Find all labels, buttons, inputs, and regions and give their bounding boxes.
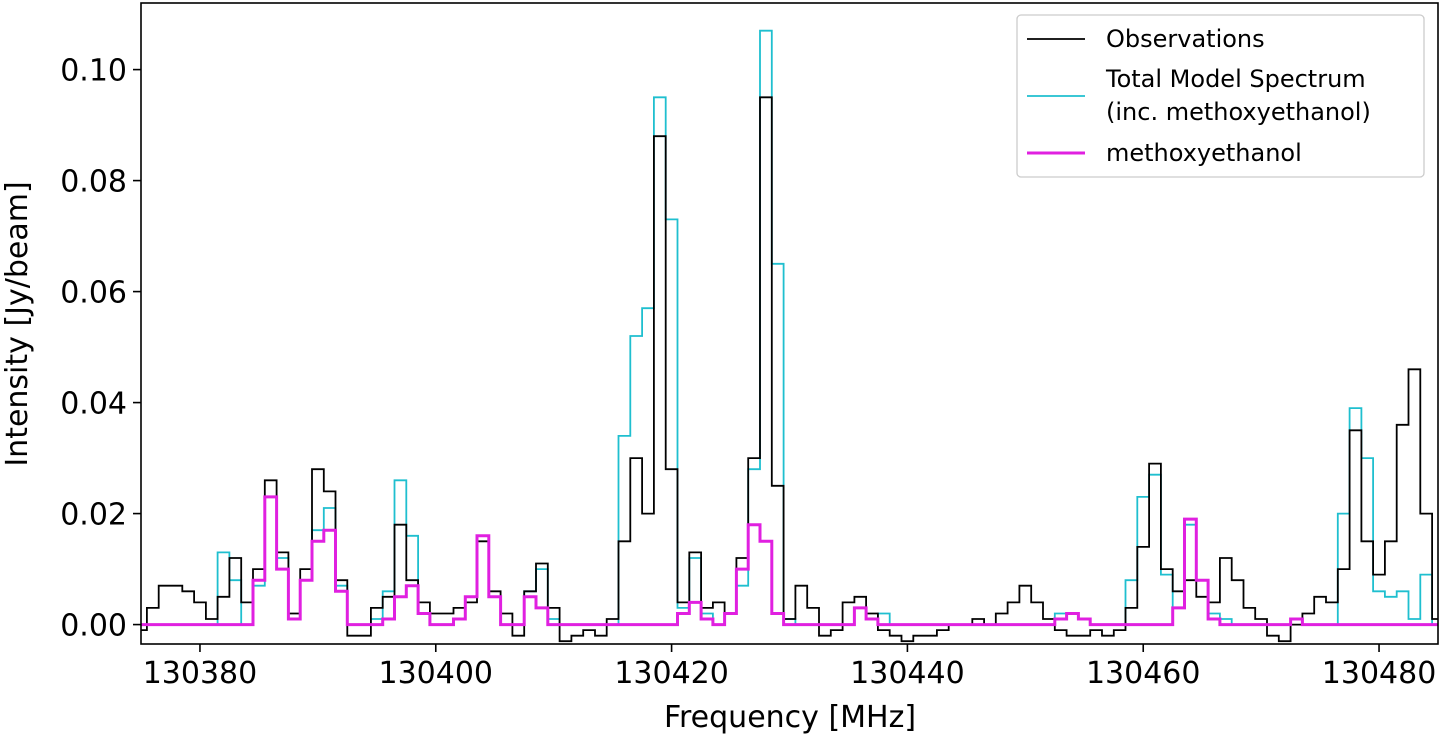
plot-frame [140,2,1439,645]
x-tick-label: 130440 [850,656,965,691]
x-tick-label: 130380 [143,656,258,691]
y-tick-label: 0.00 [60,609,127,644]
legend: Observations Total Model Spectrum (inc. … [1016,14,1425,178]
y-tick-label: 0.04 [60,387,127,422]
y-tick-label: 0.08 [60,165,127,200]
legend-label-observations: Observations [1106,25,1265,53]
x-tick-label: 130460 [1086,656,1201,691]
legend-label-total-model-line2: (inc. methoxyethanol) [1106,98,1371,126]
x-tick-label: 130420 [614,656,729,691]
y-tick-label: 0.06 [60,276,127,311]
legend-label-methoxyethanol: methoxyethanol [1106,139,1302,167]
legend-box [1016,14,1425,178]
x-axis-title: Frequency [MHz] [664,700,916,735]
series-layer [141,29,1438,643]
y-axis: 0.00 0.02 0.04 0.06 0.08 0.10 [60,54,141,644]
series-methoxyethanol-line [141,495,1438,627]
y-tick-label: 0.02 [60,498,127,533]
legend-label-total-model-line1: Total Model Spectrum [1105,65,1366,93]
x-tick-label: 130400 [379,656,494,691]
x-tick-label: 130480 [1322,656,1437,691]
y-tick-label: 0.10 [60,54,127,89]
series-observations-line [141,96,1438,643]
y-axis-title: Intensity [Jy/beam] [0,181,35,466]
x-axis: 130380 130400 130420 130440 130460 130480 [143,644,1437,691]
